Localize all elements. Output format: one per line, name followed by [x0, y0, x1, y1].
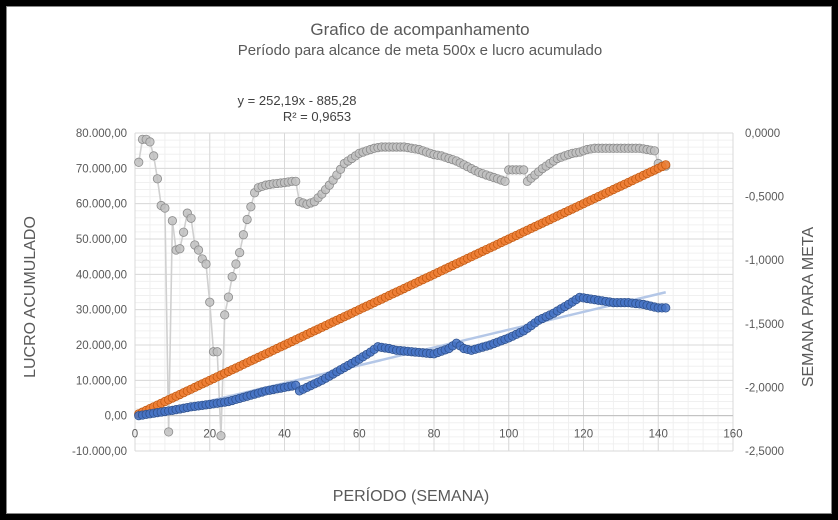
scatter-chart: 0 20 40 60 80 100 120 140 160 80.000,00 70.000,00 6… [22, 20, 817, 505]
point-semana-para-meta [167, 216, 177, 226]
point-semana-para-meta [193, 245, 204, 255]
point-semana-para-meta [223, 292, 234, 302]
point-semana-para-meta [216, 431, 226, 441]
y-tick-label: 40.000,00 [76, 269, 127, 281]
y-tick-label: -10.000,00 [72, 446, 127, 458]
x-tick-label: 100 [499, 429, 518, 441]
point-semana-para-meta [231, 259, 241, 269]
point-semana-para-meta [649, 146, 660, 156]
point-semana-para-meta [178, 227, 189, 237]
point-semana-para-meta [246, 202, 256, 212]
x-tick-label: 0 [132, 429, 138, 441]
y2-tick-label: -2,5000 [745, 446, 784, 458]
trendline-r2: R² = 0,9653 [283, 109, 351, 124]
point-semana-para-meta [235, 247, 245, 258]
point-semana-para-meta [134, 157, 144, 167]
point-semana-para-meta [227, 272, 237, 282]
point-semana-para-meta [212, 347, 222, 357]
y2-tick-label: -2,0000 [745, 382, 784, 394]
point-semana-para-meta [186, 213, 196, 223]
chart-title: Grafico de acompanhamento [310, 20, 529, 39]
point-semana-para-meta [500, 176, 510, 186]
y2-axis-title: SEMANA PARA META [800, 227, 817, 388]
y-tick-label: 20.000,00 [76, 340, 127, 352]
point-semana-para-meta [220, 310, 230, 320]
x-tick-label: 160 [723, 429, 742, 441]
point-semana-para-meta [238, 230, 248, 240]
series-layer [134, 134, 671, 441]
axis-labels: 0 20 40 60 80 100 120 140 160 80.000,00 70.000,00 6… [72, 128, 784, 458]
y-tick-label: 70.000,00 [76, 163, 127, 175]
point-semana-para-meta [152, 174, 163, 184]
y-tick-label: 50.000,00 [76, 234, 127, 246]
y2-tick-label: 0,0000 [745, 128, 780, 140]
point-semana-para-meta [175, 244, 185, 254]
y2-tick-label: -1,5000 [745, 319, 784, 331]
y-tick-label: 10.000,00 [76, 375, 127, 387]
x-axis-title: PERÍODO (SEMANA) [333, 486, 489, 505]
y-tick-label: 0,00 [105, 411, 127, 423]
y-axis-title: LUCRO ACUMULADO [22, 216, 39, 378]
point-semana-para-meta [164, 427, 174, 437]
trendline-equation: y = 252,19x - 885,28 [238, 93, 357, 108]
x-tick-label: 40 [278, 429, 291, 441]
point-semana-para-meta [145, 137, 155, 147]
point-lucro-acumulado [661, 303, 671, 313]
point-semana-para-meta [519, 165, 529, 175]
y-tick-label: 60.000,00 [76, 199, 127, 211]
x-tick-label: 140 [649, 429, 668, 441]
point-meta-acumulada [661, 160, 671, 170]
point-semana-para-meta [291, 176, 301, 186]
chart-subtitle: Período para alcance de meta 500x e lucr… [238, 42, 602, 59]
x-tick-label: 20 [203, 429, 216, 441]
y-tick-label: 30.000,00 [76, 305, 127, 317]
y2-tick-label: -0,5000 [745, 192, 784, 204]
point-semana-para-meta [149, 151, 159, 161]
x-tick-label: 120 [574, 429, 593, 441]
x-tick-label: 80 [428, 429, 441, 441]
point-semana-para-meta [201, 259, 211, 269]
point-semana-para-meta [205, 297, 215, 307]
chart-panel: 0 20 40 60 80 100 120 140 160 80.000,00 70.000,00 6… [6, 6, 832, 514]
y-tick-label: 80.000,00 [76, 128, 127, 140]
y2-tick-label: -1,0000 [745, 255, 784, 267]
point-semana-para-meta [242, 214, 252, 225]
x-tick-label: 60 [353, 429, 366, 441]
point-semana-para-meta [160, 203, 170, 213]
